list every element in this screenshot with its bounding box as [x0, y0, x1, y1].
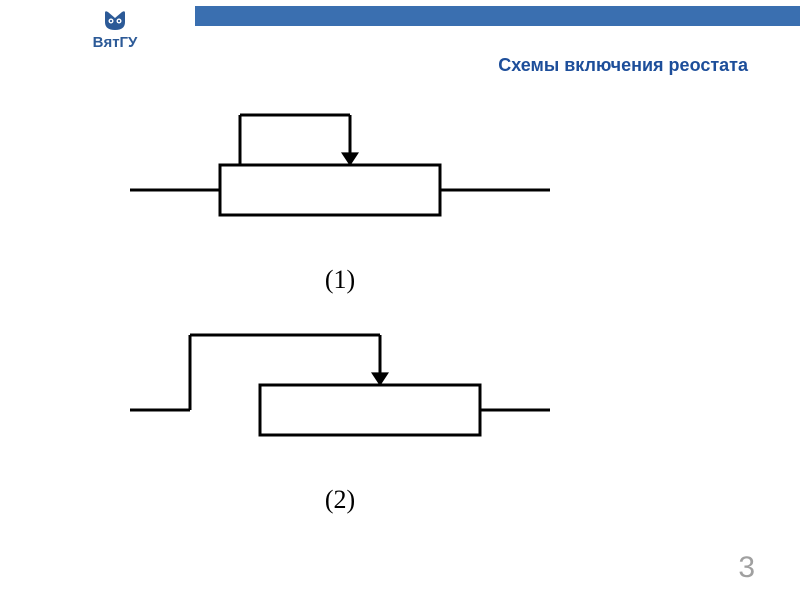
logo: ВятГУ: [55, 0, 175, 60]
diagram-1: [120, 95, 560, 275]
page-number: 3: [738, 551, 755, 585]
page-title: Схемы включения реостата: [498, 55, 748, 76]
owl-icon: [101, 10, 129, 32]
diagram-2: [120, 315, 560, 495]
diagram-area: (1) (2): [120, 95, 560, 535]
header-bar: [195, 6, 800, 26]
logo-text: ВятГУ: [93, 34, 138, 51]
